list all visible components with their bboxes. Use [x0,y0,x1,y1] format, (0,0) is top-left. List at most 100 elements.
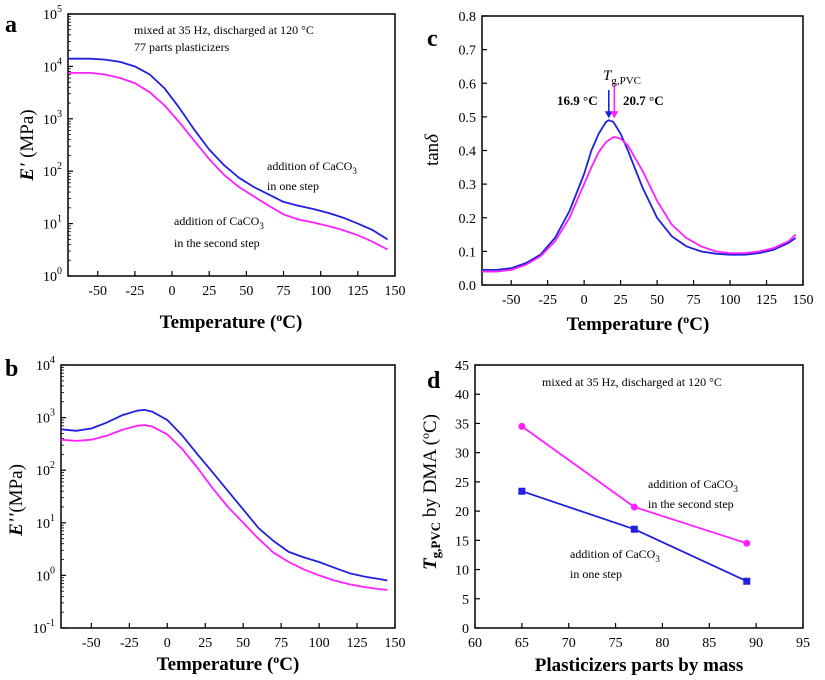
y-tick-label: 0.8 [459,10,477,25]
panel-c-y-title: tanδ [422,133,443,166]
x-tick-label: -50 [502,293,521,308]
data-point-second-step [518,422,526,430]
panel-a-lines [68,57,389,251]
y-tick-exponent: 5 [57,4,62,15]
panel-c-x-title: Temperature (oC) [567,312,710,335]
peak-arrow-one-step-head [604,111,613,119]
x-tick-label: 0 [581,293,588,308]
y-tick-label: 0.2 [459,212,477,227]
x-tick-label: 25 [198,636,212,651]
y-tick-label: 10-1 [33,618,55,637]
y-tick-label: 0.1 [459,245,477,260]
series-line-one-step [60,408,388,582]
x-tick-label: 25 [202,284,216,299]
y-tick-label: 10 [455,564,469,579]
y-tick-label: 100 [36,565,55,584]
panel-d-lines [518,422,751,585]
y-tick-label: 105 [43,4,62,23]
data-point-second-step [743,539,751,547]
x-tick-label: -25 [126,284,145,299]
panel-d-note-top: mixed at 35 Hz, discharged at 120 °C [542,375,722,389]
y-tick-label: 0 [462,622,469,637]
y-tick-exponent: 0 [50,565,55,576]
panel-c-y-ticks: 0.0 0.1 0.2 0.3 0.4 0.5 0.6 0.7 0.8 [459,10,487,294]
y-tick-label: 100 [43,266,62,285]
panel-a-note-parts: 77 parts plasticizers [134,40,230,54]
panel-d-one-step-label-2: in one step [570,567,622,581]
panel-a-label: a [5,12,17,38]
panel-c-peak-one-step: 16.9 °C [557,93,598,108]
x-tick-label: 75 [277,284,291,299]
y-tick-label: 101 [36,513,55,532]
x-tick-label: 75 [687,293,701,308]
y-tick-base: 10 [36,569,50,584]
panel-d-second-step-label-2: in the second step [648,497,734,511]
panel-d: d 60 65 70 75 80 85 90 95 0 5 10 15 20 25 30 35 40 45 mi… [418,359,810,676]
y-tick-label: 0.3 [459,178,477,193]
x-tick-label: -25 [120,636,139,651]
panel-c-lines [482,119,797,273]
y-tick-label: 25 [455,476,469,491]
panel-d-second-step-label: addition of CaCO3 [648,477,738,494]
panel-d-y-ticks: 0 5 10 15 20 25 30 35 40 45 [455,359,480,637]
panel-a-one-step-label-2: in one step [267,179,319,193]
x-tick-label: 60 [468,636,482,651]
panel-b-x-title: Temperature (oC) [157,652,300,675]
y-tick-label: 0.4 [459,145,477,160]
y-tick-base: 10 [36,412,50,427]
panel-c-frame [481,15,804,286]
panel-c-peak-markers [604,83,619,119]
x-tick-label: 150 [385,636,406,651]
x-tick-label: 0 [169,284,176,299]
panel-c-peak-second-step: 20.7 °C [623,93,664,108]
panel-d-x-ticks: 60 65 70 75 80 85 90 95 [468,623,810,651]
y-tick-base: 10 [36,517,50,532]
x-tick-label: 100 [310,284,331,299]
y-tick-label: 103 [43,109,62,128]
panel-d-one-step-label: addition of CaCO3 [570,547,660,564]
panel-c-tg-label: Tg,PVC [603,68,641,87]
panel-b-y-title: E''(MPa) [6,464,27,537]
y-tick-base: 10 [43,270,57,285]
x-tick-label: 25 [614,293,628,308]
y-tick-base: 10 [43,165,57,180]
x-tick-label: 50 [236,636,250,651]
series-line-one-step [482,119,797,271]
data-point-one-step [743,577,751,585]
x-tick-label: 125 [756,293,777,308]
y-tick-exponent: 4 [50,355,55,366]
x-tick-label: 80 [655,636,669,651]
y-tick-base: 10 [43,218,57,233]
y-tick-exponent: 1 [57,214,62,225]
y-tick-label: 0.5 [459,111,477,126]
panel-a-frame [67,13,396,277]
panel-d-x-title: Plasticizers parts by mass [535,655,743,676]
panel-d-y-title: Tg,PVC by DMA (oC) [418,414,443,570]
panel-b-lines [60,408,388,591]
series-line-second-step [482,136,797,273]
peak-arrow-second-step-head [610,111,619,119]
panel-b-x-ticks: -50 -25 0 25 50 75 100 125 150 [82,623,406,651]
x-tick-label: 90 [749,636,763,651]
y-tick-base: 10 [36,464,50,479]
y-tick-label: 103 [36,408,55,427]
x-tick-label: 100 [309,636,330,651]
data-point-one-step [518,487,526,495]
y-tick-exponent: 2 [50,460,55,471]
panel-a-note-top: mixed at 35 Hz, discharged at 120 °C [134,23,314,37]
y-tick-exponent: 0 [57,266,62,277]
y-tick-label: 35 [455,417,469,432]
y-tick-base: 10 [33,622,47,637]
x-tick-label: 125 [347,636,368,651]
y-tick-label: 30 [455,447,469,462]
y-tick-label: 45 [455,359,469,374]
y-tick-exponent: 3 [57,109,62,120]
panel-a-second-step-label-2: in the second step [174,236,260,250]
panel-c: c -50 -25 0 25 50 75 100 125 150 0.0 0.1 0.2 0.3 0.4… [422,10,814,335]
y-tick-label: 5 [462,593,469,608]
y-tick-label: 102 [36,460,55,479]
x-tick-label: 150 [793,293,814,308]
